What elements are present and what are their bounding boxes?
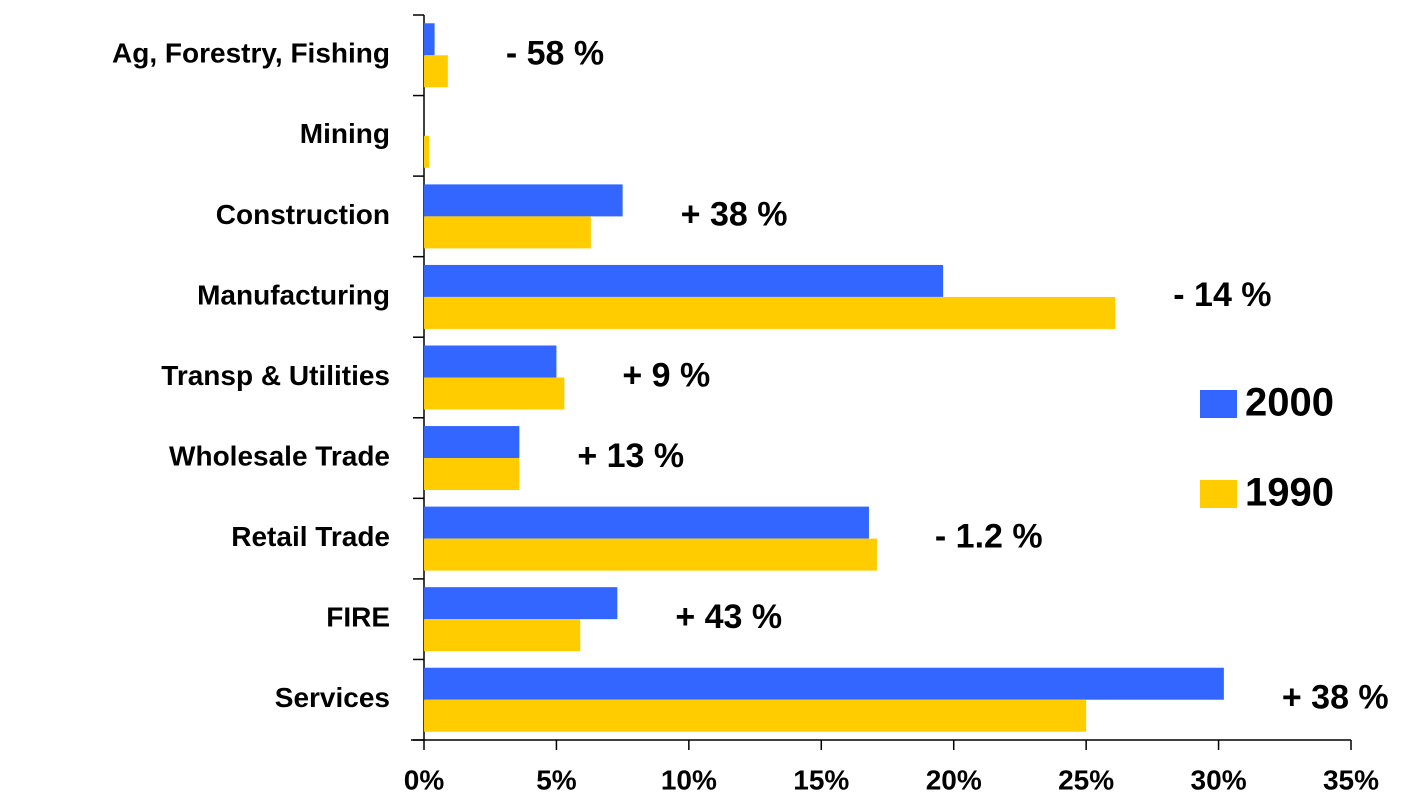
annotation: - 1.2 % bbox=[935, 518, 1043, 556]
bar bbox=[424, 667, 1224, 700]
category-label: FIRE bbox=[326, 602, 390, 633]
x-tick-label: 35% bbox=[1323, 764, 1379, 795]
bar bbox=[424, 377, 565, 410]
bar bbox=[424, 458, 520, 491]
bar bbox=[424, 135, 430, 168]
annotation: - 58 % bbox=[506, 34, 604, 72]
bar bbox=[424, 345, 557, 378]
annotation: - 14 % bbox=[1173, 276, 1271, 314]
bar bbox=[424, 619, 581, 652]
annotation: + 38 % bbox=[681, 195, 788, 233]
x-tick-label: 0% bbox=[404, 764, 445, 795]
bar bbox=[424, 184, 623, 217]
annotation: + 9 % bbox=[622, 356, 710, 394]
category-label: Retail Trade bbox=[231, 521, 390, 552]
legend-swatch bbox=[1200, 480, 1237, 508]
bar bbox=[424, 538, 877, 571]
category-label: Ag, Forestry, Fishing bbox=[112, 38, 390, 69]
x-tick-label: 25% bbox=[1058, 764, 1114, 795]
bar bbox=[424, 587, 618, 620]
x-tick-label: 5% bbox=[536, 764, 577, 795]
bar bbox=[424, 699, 1087, 732]
x-tick-label: 20% bbox=[926, 764, 982, 795]
bar bbox=[424, 296, 1116, 329]
category-label: Transp & Utilities bbox=[161, 360, 390, 391]
x-tick-label: 10% bbox=[661, 764, 717, 795]
bar bbox=[424, 506, 869, 539]
annotation: + 38 % bbox=[1282, 679, 1389, 717]
x-tick-label: 15% bbox=[793, 764, 849, 795]
category-label: Manufacturing bbox=[197, 279, 390, 310]
bar bbox=[424, 264, 944, 297]
annotation: + 43 % bbox=[675, 598, 782, 636]
bar bbox=[424, 55, 448, 88]
category-label: Wholesale Trade bbox=[169, 440, 390, 471]
legend-label: 1990 bbox=[1245, 471, 1334, 515]
category-label: Construction bbox=[216, 199, 390, 230]
annotation: + 13 % bbox=[577, 437, 684, 475]
legend-swatch bbox=[1200, 390, 1237, 418]
legend-label: 2000 bbox=[1245, 381, 1334, 425]
bar bbox=[424, 426, 520, 459]
bar bbox=[424, 216, 591, 249]
category-label: Mining bbox=[300, 118, 390, 149]
category-label: Services bbox=[275, 682, 390, 713]
x-tick-label: 30% bbox=[1191, 764, 1247, 795]
bar bbox=[424, 23, 435, 56]
